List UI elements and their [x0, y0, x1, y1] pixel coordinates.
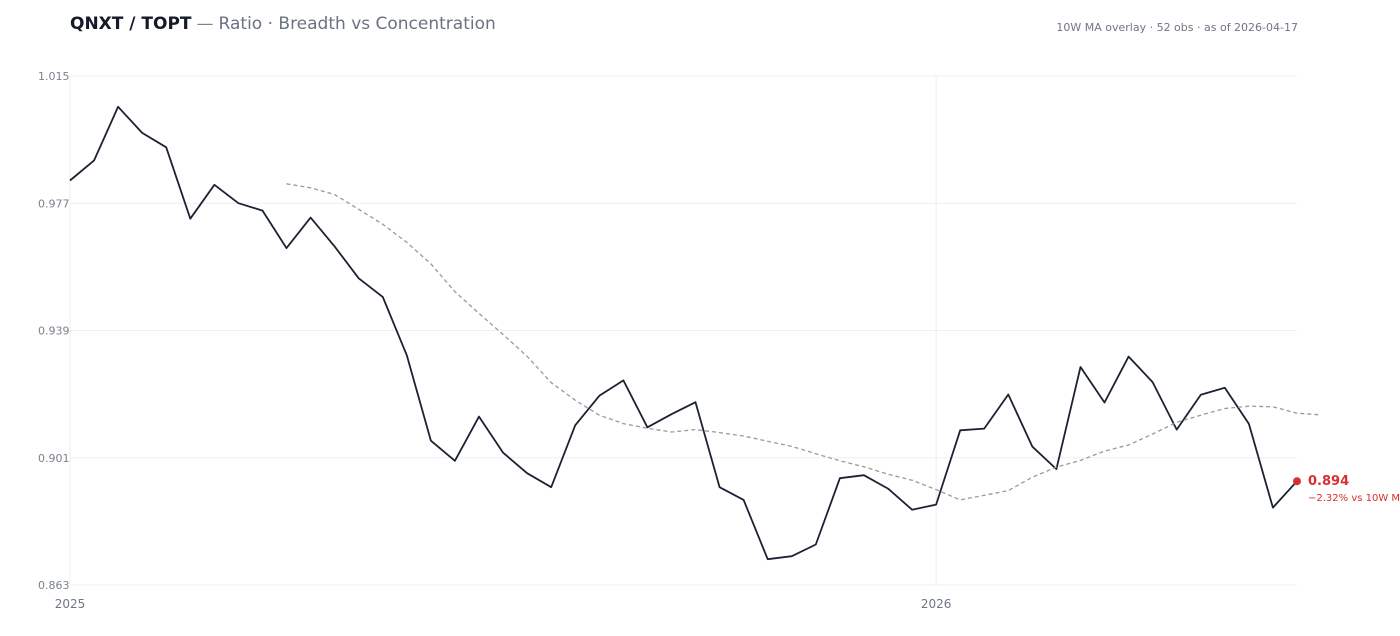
ma-series-line: [286, 183, 1322, 501]
grid-lines: [69, 75, 1297, 586]
ratio-series-line: [69, 105, 1298, 561]
y-tick-label: 0.901: [38, 452, 70, 465]
x-axis: 2025 2026: [55, 597, 952, 611]
y-tick-label: 0.939: [38, 325, 70, 338]
title-separator: —: [196, 14, 214, 34]
series-group: [69, 105, 1322, 561]
y-tick-label: 0.863: [38, 579, 70, 592]
chart-subtitle: Ratio · Breadth vs Concentration: [218, 14, 496, 34]
x-tick-label: 2026: [921, 597, 952, 611]
last-point-marker: [1293, 477, 1301, 486]
last-value-note: −2.32% vs 10W MA: [1308, 493, 1400, 504]
chart-meta: 10W MA overlay · 52 obs · as of 2026-04-…: [1056, 21, 1298, 34]
chart-header: QNXT / TOPT — Ratio · Breadth vs Concent…: [70, 14, 496, 42]
y-tick-label: 0.977: [38, 197, 70, 210]
y-tick-label: 1.015: [38, 70, 70, 83]
x-tick-label: 2025: [55, 597, 86, 611]
pair-title: QNXT / TOPT: [70, 14, 192, 34]
y-axis: 1.015 0.977 0.939 0.901 0.863: [38, 70, 70, 592]
last-value-label: 0.894: [1308, 474, 1349, 489]
last-point-group: 0.894 −2.32% vs 10W MA: [1293, 474, 1400, 504]
